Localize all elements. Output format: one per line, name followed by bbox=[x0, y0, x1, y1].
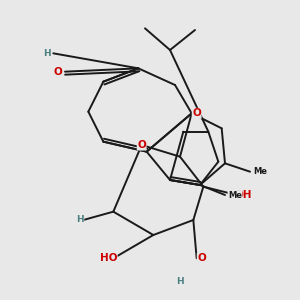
Text: O: O bbox=[197, 253, 206, 263]
Text: Me: Me bbox=[228, 190, 242, 200]
Text: O: O bbox=[54, 67, 63, 77]
Text: H: H bbox=[176, 277, 184, 286]
Text: Me: Me bbox=[253, 167, 267, 176]
Text: O: O bbox=[192, 108, 201, 118]
Text: O: O bbox=[137, 140, 146, 150]
Text: HO: HO bbox=[100, 253, 117, 263]
Text: H: H bbox=[76, 215, 84, 224]
Text: OH: OH bbox=[235, 190, 252, 200]
Text: H: H bbox=[43, 49, 50, 58]
